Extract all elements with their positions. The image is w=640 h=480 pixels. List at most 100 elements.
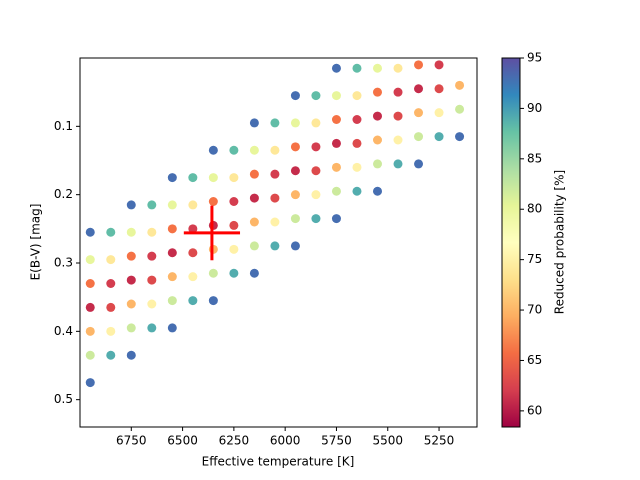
scatter-point — [249, 118, 259, 128]
scatter-point — [331, 138, 341, 148]
scatter-point — [434, 84, 444, 94]
colorbar-tick-label: 70 — [527, 303, 542, 317]
scatter-point — [167, 296, 177, 306]
scatter-point — [85, 326, 95, 336]
y-axis-label: E(B-V) [mag] — [29, 204, 43, 281]
scatter-point — [249, 193, 259, 203]
scatter-point — [393, 111, 403, 121]
x-tick-label: 6750 — [116, 434, 147, 448]
scatter-point — [208, 197, 218, 206]
scatter-point — [85, 227, 95, 237]
scatter-point — [126, 275, 136, 285]
scatter-point — [455, 132, 465, 142]
scatter-point — [106, 279, 116, 288]
x-tick-label: 6000 — [270, 434, 301, 448]
x-tick-label: 6500 — [167, 434, 198, 448]
scatter-point — [311, 142, 321, 152]
scatter-point — [393, 63, 403, 73]
scatter-point — [290, 118, 300, 128]
scatter-point — [126, 299, 136, 309]
scatter-point — [85, 302, 95, 312]
scatter-point — [290, 166, 300, 176]
scatter-point — [229, 197, 239, 206]
scatter-point — [352, 115, 362, 124]
scatter-point — [167, 224, 177, 234]
scatter-point — [455, 80, 465, 90]
scatter-point — [434, 132, 444, 142]
scatter-point — [85, 255, 95, 265]
scatter-point — [290, 214, 300, 224]
scatter-point — [352, 138, 362, 148]
colorbar-tick-label: 85 — [527, 151, 542, 165]
x-tick-label: 5500 — [372, 434, 403, 448]
scatter-point — [229, 244, 239, 254]
scatter-point — [352, 186, 362, 196]
scatter-point — [147, 323, 157, 333]
scatter-point — [270, 169, 280, 179]
scatter-point — [311, 190, 321, 200]
scatter-point — [311, 214, 321, 224]
y-tick-label: 0.4 — [54, 324, 73, 338]
scatter-point — [85, 279, 95, 288]
y-tick-label: 0.5 — [54, 392, 73, 406]
x-tick-label: 5250 — [424, 434, 455, 448]
scatter-point — [372, 159, 382, 169]
scatter-point — [372, 135, 382, 145]
scatter-point — [126, 227, 136, 237]
scatter-point — [352, 91, 362, 101]
scatter-point — [147, 251, 157, 261]
scatter-point — [331, 63, 341, 73]
scatter-point — [414, 132, 424, 142]
scatter-point — [126, 200, 136, 210]
scatter-point — [372, 87, 382, 97]
scatter-point — [331, 115, 341, 124]
scatter-point — [372, 186, 382, 196]
scatter-point — [270, 145, 280, 155]
scatter-point — [167, 323, 177, 333]
scatter-point — [85, 350, 95, 360]
scatter-point — [331, 162, 341, 172]
colorbar-tick-label: 90 — [527, 101, 542, 115]
scatter-point — [85, 378, 95, 388]
scatter-point — [126, 323, 136, 333]
scatter-point — [167, 248, 177, 258]
scatter-point — [106, 227, 116, 237]
scatter-point — [290, 91, 300, 101]
scatter-point — [270, 118, 280, 128]
scatter-point — [311, 118, 321, 128]
scatter-point — [147, 227, 157, 237]
scatter-point — [434, 60, 444, 70]
scatter-point — [147, 200, 157, 210]
scatter-point — [414, 159, 424, 169]
scatter-point — [106, 255, 116, 265]
scatter-point — [106, 326, 116, 336]
y-tick-label: 0.1 — [54, 119, 73, 133]
scatter-point — [229, 145, 239, 155]
scatter-point — [331, 91, 341, 101]
scatter-point — [126, 251, 136, 261]
plot-frame — [79, 57, 478, 428]
scatter-point — [229, 220, 239, 230]
scatter-point — [188, 248, 198, 258]
scatter-point — [290, 142, 300, 152]
scatter-point — [249, 217, 259, 227]
scatter-point — [414, 60, 424, 70]
scatter-point — [311, 166, 321, 176]
y-tick-label: 0.2 — [54, 187, 73, 201]
scatter-point — [249, 241, 259, 251]
scatter-point — [147, 275, 157, 285]
scatter-point — [434, 108, 444, 118]
scatter-point — [414, 84, 424, 94]
scatter-point — [208, 296, 218, 306]
scatter-point — [393, 87, 403, 97]
scatter-point — [188, 272, 198, 282]
scatter-point — [311, 91, 321, 101]
scatter-point — [147, 299, 157, 309]
colorbar-tick-label: 60 — [527, 403, 542, 417]
scatter-point — [229, 173, 239, 183]
colorbar — [502, 58, 520, 427]
scatter-point — [126, 350, 136, 360]
scatter-point — [188, 296, 198, 306]
scatter-point — [208, 268, 218, 278]
